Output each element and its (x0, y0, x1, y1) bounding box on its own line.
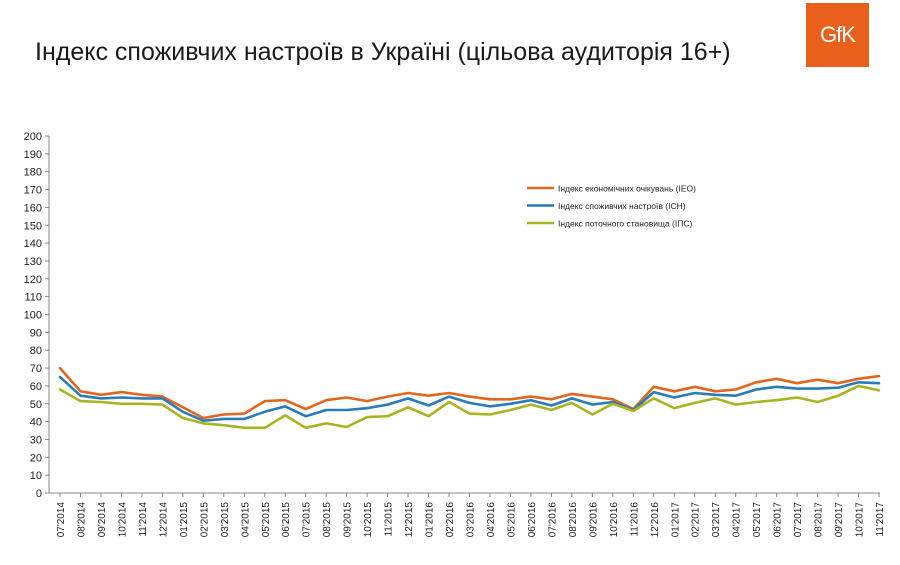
y-tick-label-3: 30 (30, 434, 42, 446)
y-tick-label-8: 80 (30, 345, 42, 357)
x-tick-label-6: 01'2015 (179, 502, 190, 538)
x-tick-label-20: 03'2016 (466, 502, 477, 538)
x-tick-label-39: 10'2017 (855, 502, 866, 538)
legend-label-1: Індекс споживчих настроїв (ІСН) (558, 201, 686, 211)
x-tick-label-32: 03'2017 (711, 502, 722, 538)
x-tick-label-5: 12'2014 (158, 502, 169, 538)
logo-text: GfK (820, 22, 856, 47)
legend-label-2: Індекс поточного становища (ІПС) (558, 219, 692, 229)
y-tick-label-13: 130 (24, 256, 42, 268)
y-tick-label-19: 190 (24, 149, 42, 161)
y-tick-label-11: 110 (24, 292, 42, 304)
y-tick-label-14: 140 (24, 238, 42, 250)
y-tick-label-17: 170 (24, 185, 42, 197)
x-tick-label-4: 11'2014 (138, 502, 149, 537)
y-tick-label-18: 180 (24, 167, 42, 179)
x-tick-label-31: 02'2017 (691, 502, 702, 538)
y-tick-label-5: 50 (30, 399, 42, 411)
series-line-2 (58, 384, 881, 430)
page-title: Індекс споживчих настроїв в Україні (ціл… (35, 38, 731, 66)
x-tick-label-16: 11'2015 (384, 502, 395, 537)
x-tick-label-19: 02'2016 (445, 502, 456, 538)
y-tick-label-12: 120 (24, 274, 42, 286)
x-tick-label-23: 06'2016 (527, 502, 538, 538)
x-tick-label-15: 10'2015 (363, 502, 374, 538)
y-tick-label-6: 60 (30, 381, 42, 393)
y-tick-label-20: 200 (24, 131, 42, 143)
series-line-0 (58, 366, 881, 420)
x-tick-label-3: 10'2014 (117, 502, 128, 538)
x-tick-label-22: 05'2016 (506, 502, 517, 538)
x-tick-label-35: 06'2017 (773, 502, 784, 538)
x-tick-label-9: 04'2015 (240, 502, 251, 538)
y-tick-label-1: 10 (30, 470, 42, 482)
y-tick-label-4: 40 (30, 417, 42, 429)
y-tick-label-9: 90 (30, 327, 42, 339)
x-tick-label-26: 09'2016 (588, 502, 599, 538)
x-tick-label-21: 04'2016 (486, 502, 497, 538)
x-tick-label-36: 07'2017 (793, 502, 804, 538)
x-tick-label-0: 07'2014 (56, 502, 67, 538)
x-tick-label-7: 02'2015 (199, 502, 210, 538)
y-tick-label-15: 150 (24, 220, 42, 232)
x-tick-label-8: 03'2015 (220, 502, 231, 538)
y-tick-label-16: 160 (24, 202, 42, 214)
x-tick-label-1: 08'2014 (76, 502, 87, 538)
x-tick-label-11: 06'2015 (281, 502, 292, 538)
series-line-1 (58, 375, 881, 423)
x-tick-label-24: 07'2016 (547, 502, 558, 538)
x-tick-label-13: 08'2015 (322, 502, 333, 538)
gfk-logo: GfK (806, 3, 869, 67)
y-tick-label-7: 70 (30, 363, 42, 375)
y-tick-label-0: 0 (36, 488, 42, 500)
x-tick-label-40: 11'2017 (875, 502, 886, 537)
x-tick-label-30: 01'2017 (670, 502, 681, 538)
x-tick-label-17: 12'2015 (404, 502, 415, 538)
x-tick-label-2: 09'2014 (97, 502, 108, 538)
x-tick-label-28: 11'2016 (629, 502, 640, 537)
y-tick-label-2: 20 (30, 452, 42, 464)
x-tick-label-10: 05'2015 (261, 502, 272, 538)
x-tick-label-33: 04'2017 (732, 502, 743, 538)
x-tick-label-34: 05'2017 (752, 502, 763, 538)
x-tick-label-12: 07'2015 (302, 502, 313, 538)
x-tick-label-14: 09'2015 (343, 502, 354, 538)
legend-label-0: Індекс економічних очікувань (ІЕО) (558, 184, 696, 194)
x-tick-label-29: 12'2016 (650, 502, 661, 538)
x-tick-label-18: 01'2016 (425, 502, 436, 538)
x-tick-label-37: 08'2017 (814, 502, 825, 538)
y-tick-label-10: 100 (24, 310, 42, 322)
x-tick-label-25: 08'2016 (568, 502, 579, 538)
x-tick-label-38: 09'2017 (834, 502, 845, 538)
x-tick-label-27: 10'2016 (609, 502, 620, 538)
